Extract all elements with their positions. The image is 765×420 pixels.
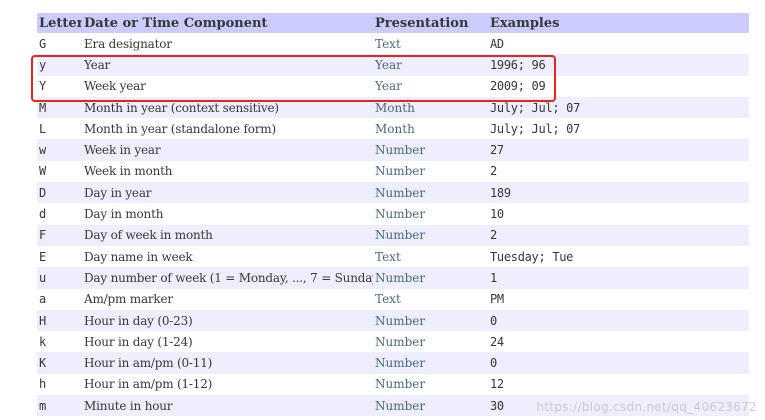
component-cell: Day number of week (1 = Monday, ..., 7 =… [82,267,373,289]
component-cell: Month in year (context sensitive) [82,96,373,119]
pattern-letter-cell: d [39,207,47,222]
pattern-letter-cell: L [39,121,47,136]
table-header-row: Letter Date or Time Component Presentati… [37,13,749,33]
component-cell: Day of week in month [82,224,373,246]
presentation-cell: Text [375,249,401,264]
component-cell: Era designator [84,36,172,51]
table-row: W Week in month Number 2 [37,161,749,182]
component-cell: Day in year [82,182,373,204]
component-cell: Minute in hour [82,395,373,417]
pattern-letter-cell: m [37,395,82,417]
table-row: m Minute in hour Number 30 [37,395,749,417]
header-component: Date or Time Component [82,13,373,33]
pattern-letter-cell: Y [39,79,47,94]
examples-cell: 1 [488,267,749,289]
examples-cell: 2 [488,224,749,246]
component-cell: Year [82,54,373,76]
table-row: M Month in year (context sensitive) Month J… [37,96,749,119]
presentation-cell: Number [373,395,488,417]
examples-cell: 0 [488,309,749,332]
date-format-table: Letter Date or Time Component Presentati… [37,13,749,417]
presentation-cell: Number [375,164,426,179]
examples-cell: 2 [490,164,497,179]
examples-cell: 2009; 09 [490,79,546,94]
examples-cell: PM [490,292,504,307]
table-row: G Era designator Text AD [37,33,749,54]
presentation-cell: Text [375,292,401,307]
examples-cell: 30 [488,395,749,417]
presentation-cell: Number [373,224,488,246]
table-row: k Hour in day (1-24) Number 24 [37,331,749,352]
pattern-letter-cell: w [37,139,82,161]
table-row: y Year Year 1996; 96 [37,54,749,76]
table-row: h Hour in am/pm (1-12) Number 12 [37,374,749,395]
pattern-letter-cell: W [39,164,47,179]
presentation-cell: Number [373,309,488,332]
component-cell: Week in month [84,164,173,179]
presentation-cell: Number [375,377,426,392]
table-row: d Day in month Number 10 [37,203,749,224]
examples-cell: Tuesday; Tue [490,249,574,264]
presentation-cell: Month [375,121,415,136]
component-cell: Hour in day (1-24) [84,334,193,349]
examples-cell: 0 [488,352,749,374]
presentation-cell: Number [373,182,488,204]
component-cell: Hour in am/pm (0-11) [82,352,373,374]
presentation-cell: Year [373,54,488,76]
pattern-letter-cell: k [39,334,47,349]
examples-cell: 24 [490,334,504,349]
table-row: E Day name in week Text Tuesday; Tue [37,246,749,267]
examples-cell: 12 [490,377,504,392]
table-row: D Day in year Number 189 [37,182,749,204]
pattern-letter-cell: F [37,224,82,246]
component-cell: Day in month [84,207,164,222]
examples-cell: 189 [488,182,749,204]
presentation-cell: Number [373,352,488,374]
pattern-letter-cell: D [37,182,82,204]
examples-cell: 27 [488,139,749,161]
pattern-letter-cell: y [37,54,82,76]
table-row: a Am/pm marker Text PM [37,289,749,310]
examples-cell: July; Jul; 07 [488,96,749,119]
presentation-cell: Number [373,139,488,161]
table-row: Y Week year Year 2009; 09 [37,76,749,97]
table-row: w Week in year Number 27 [37,139,749,161]
header-letter: Letter [37,13,82,33]
presentation-cell: Number [375,207,426,222]
component-cell: Week in year [82,139,373,161]
component-cell: Hour in day (0-23) [82,309,373,332]
pattern-letter-cell: H [37,309,82,332]
pattern-letter-cell: G [39,36,47,51]
component-cell: Month in year (standalone form) [84,121,276,136]
examples-cell: AD [490,36,504,51]
pattern-letter-cell: K [37,352,82,374]
table-row: L Month in year (standalone form) Month Jul… [37,118,749,139]
component-cell: Day name in week [84,249,193,264]
pattern-letter-cell: h [39,377,47,392]
examples-cell: 10 [490,207,504,222]
watermark-text: https://blog.csdn.net/qq_40623672 [536,400,757,414]
table-row: u Day number of week (1 = Monday, ..., 7 … [37,267,749,289]
component-cell: Hour in am/pm (1-12) [84,377,213,392]
presentation-cell: Year [375,79,402,94]
table-row: F Day of week in month Number 2 [37,224,749,246]
presentation-cell: Number [373,267,488,289]
pattern-letter-cell: u [37,267,82,289]
table-row: K Hour in am/pm (0-11) Number 0 [37,352,749,374]
examples-cell: July; Jul; 07 [490,121,581,136]
header-presentation: Presentation [373,13,488,33]
pattern-letter-cell: E [39,249,47,264]
header-examples: Examples [488,13,749,33]
examples-cell: 1996; 96 [488,54,749,76]
table-body: G Era designator Text AD y Year Year 1996; 96 Y W… [37,33,749,417]
presentation-cell: Text [375,36,401,51]
presentation-cell: Month [373,96,488,119]
component-cell: Week year [84,79,146,94]
pattern-letter-cell: a [39,292,47,307]
pattern-letter-cell: M [37,96,82,119]
component-cell: Am/pm marker [84,292,173,307]
table-row: H Hour in day (0-23) Number 0 [37,309,749,332]
presentation-cell: Number [375,334,426,349]
